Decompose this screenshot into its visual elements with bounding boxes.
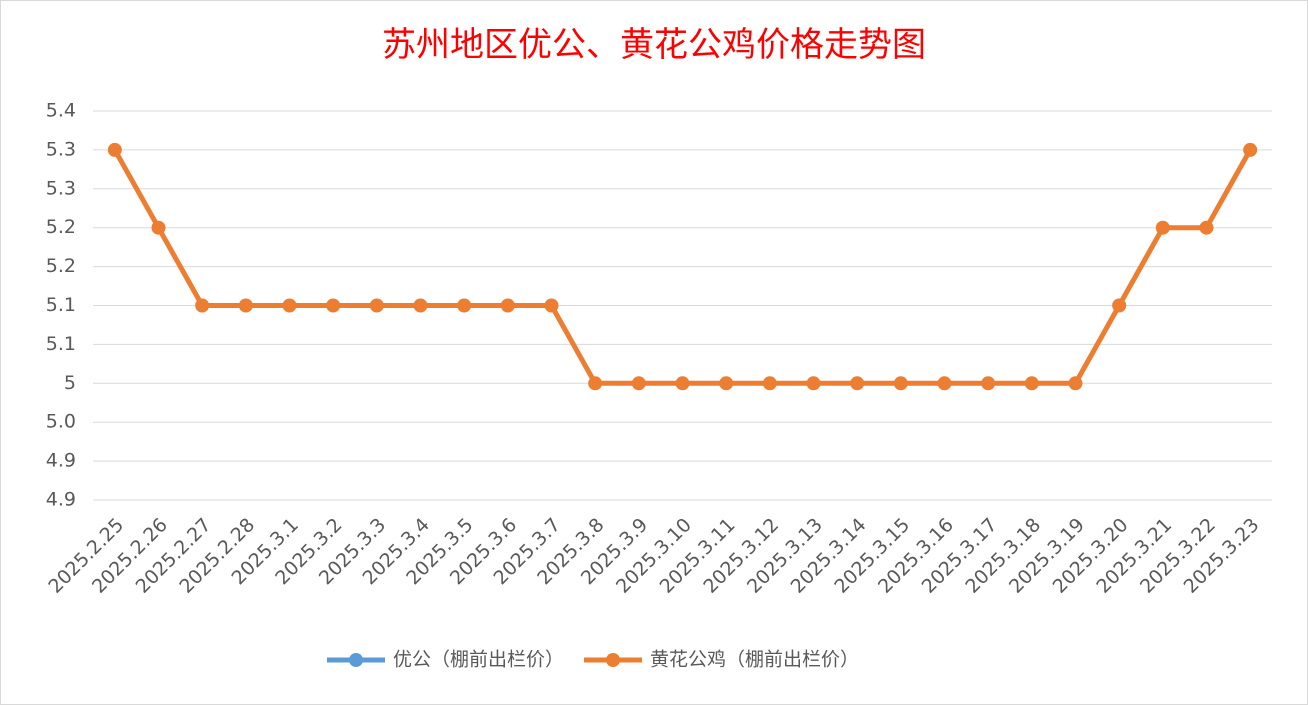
data-point — [1112, 298, 1127, 313]
data-point — [762, 376, 777, 391]
data-point — [981, 376, 996, 391]
legend-marker — [349, 653, 363, 667]
data-point — [588, 376, 603, 391]
data-point — [282, 298, 297, 313]
data-point — [893, 376, 908, 391]
y-tick-label: 5.3 — [46, 177, 76, 199]
y-tick-label: 5 — [64, 372, 76, 394]
data-point — [806, 376, 821, 391]
y-tick-label: 5.1 — [46, 294, 76, 316]
data-point — [500, 298, 515, 313]
y-tick-label: 5.3 — [46, 138, 76, 160]
data-point — [151, 220, 166, 235]
data-point — [238, 298, 253, 313]
data-point — [719, 376, 734, 391]
data-point — [675, 376, 690, 391]
y-tick-label: 4.9 — [46, 450, 76, 472]
legend-label: 黄花公鸡（棚前出栏价） — [650, 649, 859, 671]
data-point — [1068, 376, 1083, 391]
data-point — [937, 376, 952, 391]
data-point — [544, 298, 559, 313]
legend-label: 优公（棚前出栏价） — [393, 649, 564, 671]
chart-title: 苏州地区优公、黄花公鸡价格走势图 — [382, 25, 926, 65]
data-point — [1243, 142, 1258, 157]
data-point — [1024, 376, 1039, 391]
data-point — [1155, 220, 1170, 235]
y-tick-label: 5.4 — [46, 100, 76, 122]
data-point — [850, 376, 865, 391]
y-tick-label: 5.0 — [46, 411, 76, 433]
data-point — [631, 376, 646, 391]
data-point — [369, 298, 384, 313]
y-tick-label: 5.1 — [46, 333, 76, 355]
data-point — [195, 298, 210, 313]
data-point — [457, 298, 472, 313]
data-point — [107, 142, 122, 157]
y-tick-label: 5.2 — [46, 255, 76, 277]
data-point — [1199, 220, 1214, 235]
y-tick-label: 4.9 — [46, 489, 76, 511]
y-tick-label: 5.2 — [46, 216, 76, 238]
data-point — [326, 298, 341, 313]
legend-marker — [606, 653, 621, 667]
data-point — [413, 298, 428, 313]
